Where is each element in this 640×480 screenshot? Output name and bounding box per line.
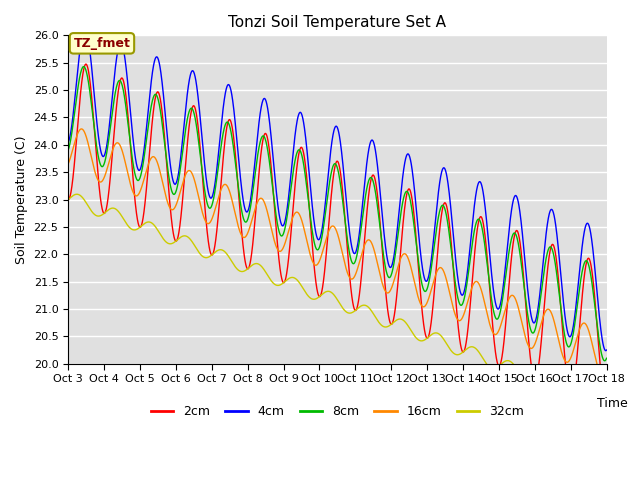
Legend: 2cm, 4cm, 8cm, 16cm, 32cm: 2cm, 4cm, 8cm, 16cm, 32cm <box>146 400 529 423</box>
Title: Tonzi Soil Temperature Set A: Tonzi Soil Temperature Set A <box>228 15 446 30</box>
X-axis label: Time: Time <box>596 396 627 409</box>
Y-axis label: Soil Temperature (C): Soil Temperature (C) <box>15 135 28 264</box>
Text: TZ_fmet: TZ_fmet <box>74 37 131 50</box>
